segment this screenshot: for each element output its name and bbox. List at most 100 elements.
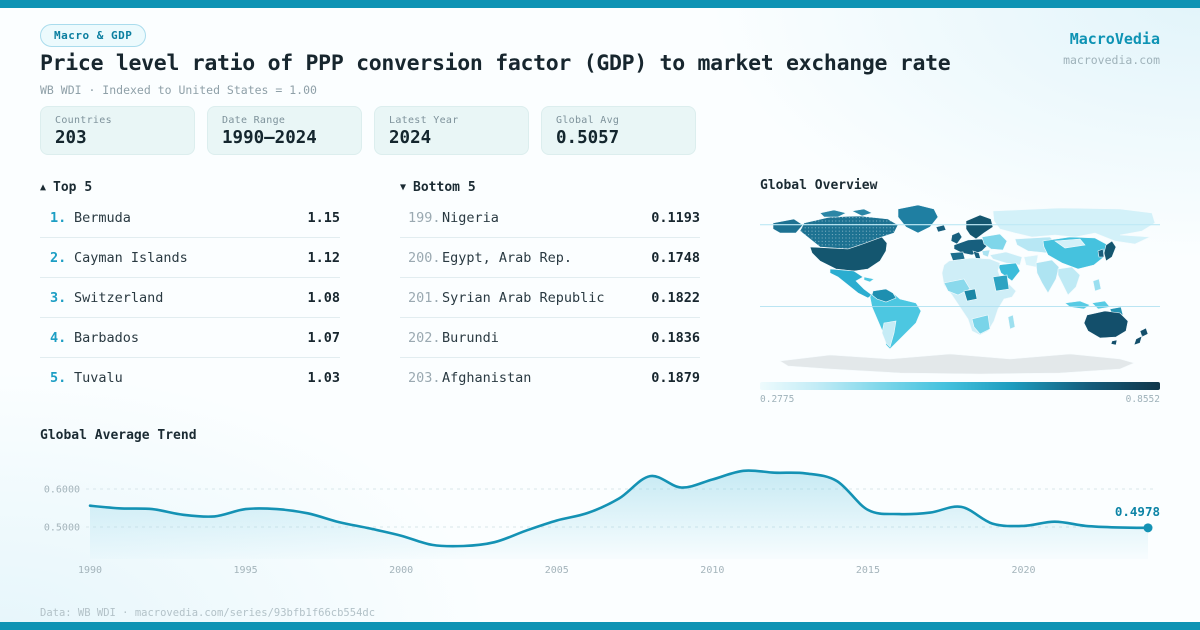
country-value: 1.03 [307, 370, 340, 386]
map-mongolia [1054, 238, 1086, 249]
list-item: 199. Nigeria 0.1193 [400, 198, 700, 238]
stat-label: Countries [55, 115, 112, 126]
country-name: Nigeria [442, 209, 499, 226]
map-eastern-europe [981, 233, 1008, 251]
country-value: 1.08 [307, 289, 340, 306]
down-triangle-icon: ▼ [400, 182, 407, 193]
map-legend-labels: 0.2775 0.8552 [760, 394, 1160, 405]
stat-card-latest-year: Latest Year 2024 [374, 106, 529, 155]
stats-row: Countries 203 Date Range 1990—2024 Lates… [40, 106, 696, 155]
x-tick-label: 2010 [700, 565, 724, 576]
stat-value: 0.5057 [556, 128, 620, 148]
x-tick-label: 2000 [389, 565, 413, 576]
country-name: Burundi [442, 329, 499, 346]
country-name: Cayman Islands [74, 249, 188, 266]
list-item: 1. Bermuda 1.15 [40, 198, 340, 238]
country-name: Tuvalu [74, 370, 123, 386]
map-greenland [897, 204, 939, 234]
category-badge[interactable]: Macro & GDP [40, 24, 147, 47]
world-choropleth-map [760, 204, 1160, 375]
stat-value: 203 [55, 128, 87, 148]
stat-label: Global Avg [556, 115, 620, 126]
map-sudan [992, 274, 1010, 292]
map-scandinavia [965, 214, 994, 240]
stat-card-global-avg: Global Avg 0.5057 [541, 106, 696, 155]
map-india [1035, 259, 1060, 294]
country-value: 0.1879 [651, 370, 700, 386]
top5-list: ▲ Top 5 1. Bermuda 1.15 2. Cayman Islands 1.1… [40, 180, 340, 398]
stat-card-date-range: Date Range 1990—2024 [207, 106, 362, 155]
brand-name[interactable]: MacroVedia [1069, 30, 1160, 48]
legend-min: 0.2775 [760, 394, 795, 405]
page-title: Price level ratio of PPP conversion fact… [40, 51, 951, 76]
map-turkey-iran [989, 251, 1023, 266]
trend-chart: 0.6000 0.5000 1990 1995 2000 2005 2010 2015 2020… [44, 469, 1160, 576]
list-item: 201. Syrian Arab Republic 0.1822 [400, 278, 700, 318]
map-alaska [772, 218, 804, 234]
x-tick-label: 2015 [856, 565, 880, 576]
country-name: Syrian Arab Republic [442, 289, 605, 306]
country-value: 0.1193 [651, 209, 700, 226]
country-name: Bermuda [74, 209, 131, 226]
stat-value: 2024 [389, 128, 432, 148]
top-accent-bar [0, 0, 1200, 8]
trend-end-label: 0.4978 [1115, 504, 1160, 519]
country-name: Afghanistan [442, 370, 532, 386]
y-tick-label: 0.5000 [44, 523, 80, 534]
map-saudi-arabia [997, 262, 1021, 282]
map-madagascar [1007, 314, 1016, 330]
map-arctic-line [760, 224, 1160, 226]
trend-title: Global Average Trend [40, 428, 197, 443]
list-item: 200. Egypt, Arab Rep. 0.1748 [400, 238, 700, 278]
map-equator-line [760, 306, 1160, 307]
map-antarctica [779, 353, 1135, 375]
bottom5-title: Bottom 5 [413, 180, 476, 195]
rank-number: 3. [50, 289, 67, 306]
map-uk-ireland [950, 231, 963, 245]
rank-number: 5. [50, 370, 67, 386]
map-arctic-islands [819, 208, 873, 218]
trend-line [88, 469, 1150, 548]
footer-source[interactable]: Data: WB WDI · macrovedia.com/series/93b… [40, 607, 376, 619]
rank-number: 203. [408, 370, 441, 386]
map-southern-africa [971, 314, 991, 335]
map-china [1042, 236, 1109, 270]
rank-number: 200. [408, 249, 441, 266]
page-subtitle: WB WDI · Indexed to United States = 1.00 [40, 83, 317, 97]
country-name: Barbados [74, 329, 140, 346]
rank-number: 2. [50, 249, 67, 266]
map-mexico [829, 268, 873, 299]
map-philippines [1092, 278, 1102, 292]
rank-number: 201. [408, 289, 441, 306]
list-item: 3. Switzerland 1.08 [40, 278, 340, 318]
map-iceland [935, 224, 947, 233]
map-title: Global Overview [760, 178, 878, 193]
bottom5-list: ▼ Bottom 5 199. Nigeria 0.1193 200. Egypt, A… [400, 180, 700, 398]
map-southeast-asia [1057, 266, 1081, 296]
brand-block: MacroVedia macrovedia.com [1063, 30, 1160, 67]
map-united-states [809, 236, 888, 272]
top5-title: Top 5 [53, 180, 93, 195]
country-value: 0.1836 [651, 329, 700, 346]
country-value: 0.1822 [651, 289, 700, 306]
stat-label: Latest Year [389, 115, 459, 126]
global-average-trend-section: Global Average Trend 0.6000 0.5000 1990 199… [40, 428, 1160, 591]
map-indonesia [1064, 300, 1111, 310]
country-name: Switzerland [74, 289, 164, 306]
map-australia [1083, 310, 1129, 339]
map-legend-gradient [760, 382, 1160, 390]
list-item: 2. Cayman Islands 1.12 [40, 238, 340, 278]
x-tick-label: 1995 [234, 565, 258, 576]
map-japan [1103, 240, 1117, 262]
stat-value: 1990—2024 [222, 128, 317, 148]
x-tick-label: 2020 [1011, 565, 1035, 576]
map-tasmania [1110, 339, 1118, 346]
map-pakistan-afghanistan [1023, 254, 1039, 268]
brand-domain[interactable]: macrovedia.com [1063, 53, 1160, 67]
country-value: 1.12 [307, 249, 340, 266]
map-south-america [869, 288, 922, 350]
bottom5-heading: ▼ Bottom 5 [400, 180, 700, 195]
rank-number: 4. [50, 329, 67, 346]
map-korea [1097, 248, 1105, 258]
list-item: 4. Barbados 1.07 [40, 318, 340, 358]
